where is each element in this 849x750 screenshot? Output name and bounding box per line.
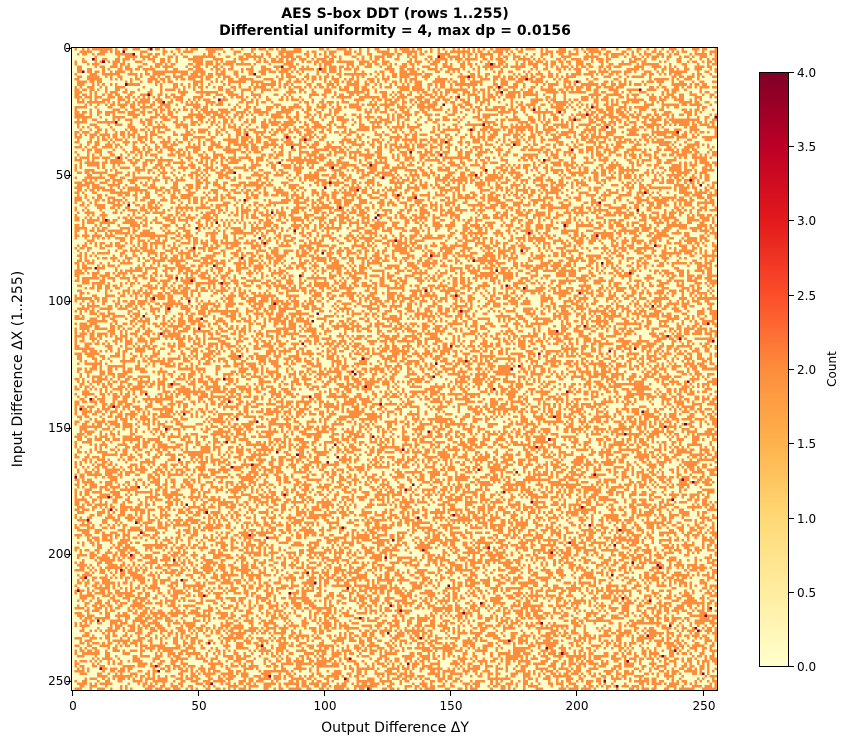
colorbar-tick-mark xyxy=(789,518,794,519)
colorbar-tick-label: 3.5 xyxy=(797,140,817,154)
colorbar-tick-mark xyxy=(789,146,794,147)
y-tick-label: 100 xyxy=(48,294,71,308)
y-tick-mark xyxy=(66,681,71,682)
x-tick-label: 250 xyxy=(692,699,716,713)
y-tick-label: 0 xyxy=(63,41,71,55)
colorbar-tick-label: 1.0 xyxy=(797,512,817,526)
x-tick-mark xyxy=(324,691,325,696)
colorbar-tick-label: 1.5 xyxy=(797,437,817,451)
y-tick-label: 50 xyxy=(55,168,71,182)
colorbar-tick-label: 2.5 xyxy=(797,289,817,303)
x-tick-mark xyxy=(198,691,199,696)
heatmap-canvas xyxy=(72,48,717,690)
colorbar xyxy=(759,72,789,667)
x-tick-label: 50 xyxy=(191,699,207,713)
y-tick-label: 200 xyxy=(48,547,71,561)
x-tick-mark xyxy=(703,691,704,696)
y-tick-mark xyxy=(66,301,71,302)
y-tick-label: 150 xyxy=(48,421,71,435)
x-tick-label: 200 xyxy=(565,699,589,713)
title-line-1: AES S-box DDT (rows 1..255) xyxy=(281,6,509,22)
y-tick-mark xyxy=(66,48,71,49)
x-axis-label: Output Difference ΔY xyxy=(321,720,469,736)
chart-title: AES S-box DDT (rows 1..255) Differential… xyxy=(72,6,718,40)
colorbar-tick-label: 0.5 xyxy=(797,586,817,600)
colorbar-tick-mark xyxy=(789,592,794,593)
heatmap-plot-area xyxy=(71,47,718,691)
title-line-2: Differential uniformity = 4, max dp = 0.… xyxy=(219,23,571,39)
colorbar-tick-label: 0.0 xyxy=(797,660,817,674)
colorbar-tick-label: 4.0 xyxy=(797,66,817,80)
x-tick-mark xyxy=(450,691,451,696)
x-tick-label: 100 xyxy=(313,699,337,713)
colorbar-tick-mark xyxy=(789,443,794,444)
y-tick-label: 250 xyxy=(48,674,71,688)
colorbar-label: Count xyxy=(825,351,839,387)
colorbar-tick-label: 3.0 xyxy=(797,214,817,228)
colorbar-tick-mark xyxy=(789,72,794,73)
colorbar-tick-mark xyxy=(789,666,794,667)
colorbar-tick-mark xyxy=(789,220,794,221)
x-tick-label: 0 xyxy=(69,699,77,713)
y-tick-mark xyxy=(66,175,71,176)
x-tick-label: 150 xyxy=(439,699,463,713)
x-tick-mark xyxy=(576,691,577,696)
colorbar-tick-mark xyxy=(789,295,794,296)
y-axis-label: Input Difference ΔX (1..255) xyxy=(10,270,26,468)
colorbar-tick-mark xyxy=(789,369,794,370)
y-tick-mark xyxy=(66,428,71,429)
colorbar-tick-label: 2.0 xyxy=(797,363,817,377)
y-tick-mark xyxy=(66,554,71,555)
x-tick-mark xyxy=(72,691,73,696)
